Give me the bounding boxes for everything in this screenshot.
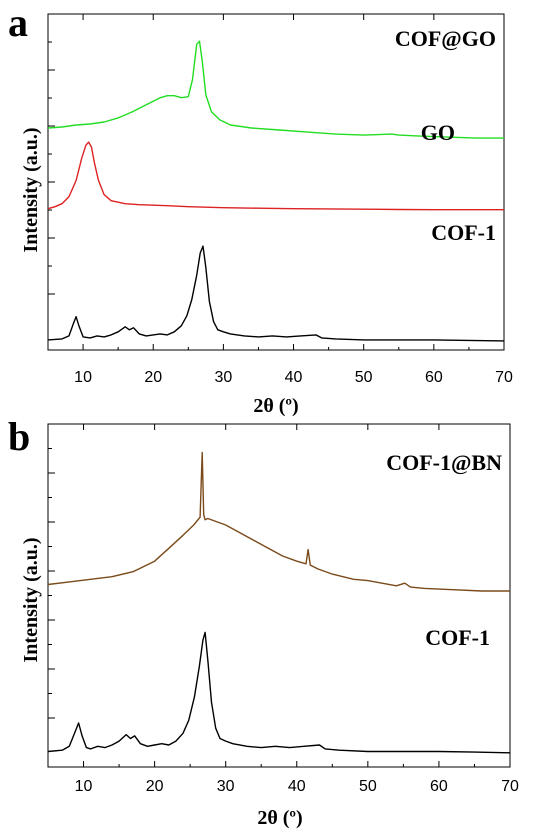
panel-b-x-tick-label-70: 70 [501,778,519,795]
panel-a-x-tick-label-20: 20 [144,369,162,386]
panel-a-series-lines [47,40,505,342]
panel-b-letter: b [8,414,30,459]
panel-b-y-axis-title: Intensity (a.u.) [20,537,42,662]
panel-a-y-axis-title: Intensity (a.u.) [20,127,42,252]
series-label-cof-1-b: COF-1 [425,625,490,650]
panel-b-y-ticks [48,448,55,719]
panel-a-x-axis-title: 2θ (º) [253,395,298,417]
series-label-cof-1-bn: COF-1@BN [386,450,502,475]
panel-b-x-axis-title: 2θ (º) [257,807,302,829]
panel-b-frame [47,423,511,768]
panel-a-x-tick-label-10: 10 [74,369,92,386]
panel-b-x-tick-label-10: 10 [75,778,93,795]
series-label-cof-go: COF@GO [395,26,496,51]
panel-a-series-line-cof-go [47,40,504,139]
panel-a-x-tick-label-30: 30 [214,369,232,386]
panel-a-x-tick-label-70: 70 [495,369,513,386]
panel-a-letter: a [8,0,28,45]
series-label-cof-1-a: COF-1 [431,220,496,245]
panel-b-x-tick-label-60: 60 [430,778,448,795]
panel-b-x-tick-label-50: 50 [359,778,377,795]
panel-a-x-tick-label-50: 50 [355,369,373,386]
panel-a-frame [47,13,505,351]
panel-a-series-line-go [47,141,504,211]
panel-b-x-ticks: 10 20 30 40 50 60 70 [47,424,519,795]
panel-a-x-tick-label-40: 40 [285,369,303,386]
panel-b: b 10 20 30 40 50 60 70 COF-1@BN COF-1 2θ (º) I… [8,414,519,829]
panel-a-y-ticks [48,41,55,295]
panel-a-x-ticks: 10 20 30 40 50 60 70 [47,14,513,386]
panel-b-series-line-cof-1-bn [47,451,510,592]
series-label-go: GO [421,120,455,145]
panel-a: a 10 20 30 40 50 60 70 COF@GO GO COF-1 2θ (º) … [8,0,513,417]
panel-b-series-lines [47,451,511,754]
panel-b-series-line-cof-1 [47,631,511,754]
panel-a-series-line-cof-1 [47,245,505,342]
panel-a-x-tick-label-60: 60 [425,369,443,386]
panel-b-x-tick-label-20: 20 [146,778,164,795]
panel-b-x-tick-label-40: 40 [288,778,306,795]
panel-b-x-tick-label-30: 30 [217,778,235,795]
